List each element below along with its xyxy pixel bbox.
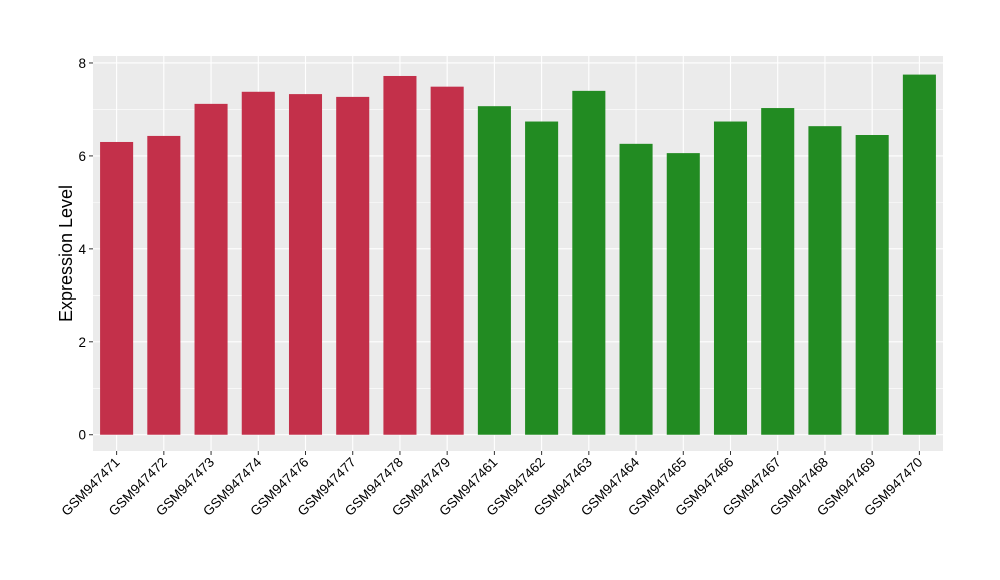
bar-GSM947468 [808, 126, 842, 435]
y-tick-label: 8 [78, 56, 86, 71]
bar-GSM947462 [525, 121, 559, 435]
y-tick-label: 4 [78, 242, 86, 257]
bar-GSM947474 [241, 91, 275, 435]
bar-GSM947466 [713, 121, 748, 435]
minor-gridlines [93, 109, 943, 389]
bar-GSM947465 [666, 153, 700, 435]
bar-GSM947471 [100, 141, 134, 435]
bar-GSM947472 [147, 135, 181, 435]
bar-GSM947469 [855, 135, 889, 435]
bar-GSM947477 [336, 96, 370, 435]
y-tick-label: 6 [78, 149, 86, 164]
bar-GSM947479 [430, 86, 464, 435]
bar-GSM947464 [619, 143, 653, 435]
bar-GSM947461 [477, 106, 511, 435]
plot-panel [93, 56, 943, 451]
y-axis: 0 2 4 6 8 [78, 56, 93, 443]
y-axis-title: Expression Level [56, 185, 76, 322]
y-tick-label: 2 [78, 335, 86, 350]
bars [100, 74, 936, 435]
bar-GSM947473 [194, 103, 228, 435]
x-axis: GSM947471GSM947472GSM947473GSM947474GSM9… [59, 451, 926, 519]
bar-GSM947476 [288, 94, 323, 435]
y-tick-label: 0 [78, 428, 86, 443]
bar-GSM947478 [383, 75, 417, 435]
bar-GSM947463 [572, 90, 606, 435]
bar-GSM947470 [902, 74, 936, 435]
bar-GSM947467 [761, 108, 795, 435]
